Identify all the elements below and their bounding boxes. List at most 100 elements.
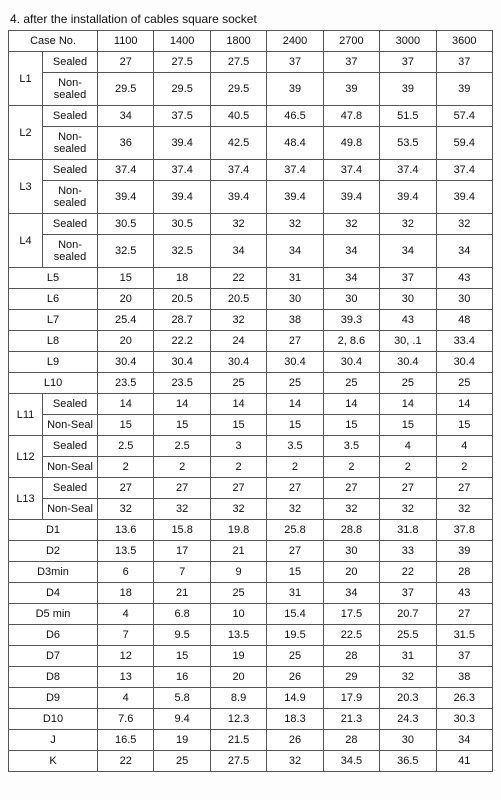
table-cell: 37 — [380, 583, 436, 604]
table-cell: 30, .1 — [380, 331, 436, 352]
table-cell: 30 — [267, 289, 323, 310]
row-label: K — [9, 751, 98, 772]
row-label: J — [9, 730, 98, 751]
table-cell: 31 — [267, 583, 323, 604]
table-row: L12Sealed2.52.533.53.544 — [9, 436, 493, 457]
table-cell: 39.4 — [267, 181, 323, 214]
table-cell: 27 — [380, 478, 436, 499]
table-cell: 4 — [436, 436, 492, 457]
table-cell: 7.6 — [98, 709, 154, 730]
table-cell: 30.4 — [154, 352, 210, 373]
row-label: D5 min — [9, 604, 98, 625]
table-cell: 2 — [154, 457, 210, 478]
table-cell: 25.5 — [380, 625, 436, 646]
table-cell: 29.5 — [154, 73, 210, 106]
table-cell: 27 — [267, 331, 323, 352]
table-cell: 30.4 — [98, 352, 154, 373]
table-cell: 32 — [323, 214, 379, 235]
table-row: L3Sealed37.437.437.437.437.437.437.4 — [9, 160, 493, 181]
table-row: L13Sealed27272727272727 — [9, 478, 493, 499]
table-cell: 34 — [323, 268, 379, 289]
table-cell: 27 — [323, 478, 379, 499]
table-row: Non-sealed29.529.529.539393939 — [9, 73, 493, 106]
table-cell: 31 — [380, 646, 436, 667]
table-cell: 30 — [436, 289, 492, 310]
table-cell: 14 — [436, 394, 492, 415]
table-cell: 2 — [267, 457, 323, 478]
row-label: L10 — [9, 373, 98, 394]
table-cell: 2 — [98, 457, 154, 478]
table-cell: 15.4 — [267, 604, 323, 625]
table-cell: 32 — [436, 214, 492, 235]
table-cell: 34 — [380, 235, 436, 268]
row-label: L1 — [9, 52, 43, 106]
table-cell: 30.4 — [267, 352, 323, 373]
row-label: L4 — [9, 214, 43, 268]
table-row: L62020.520.530303030 — [9, 289, 493, 310]
table-cell: 30.5 — [98, 214, 154, 235]
table-cell: 20 — [98, 331, 154, 352]
table-cell: 37.5 — [154, 106, 210, 127]
table-cell: 19 — [154, 730, 210, 751]
table-cell: 30.3 — [436, 709, 492, 730]
table-cell: 21 — [154, 583, 210, 604]
table-cell: 19 — [210, 646, 266, 667]
header-col: 1100 — [98, 31, 154, 52]
table-cell: 2.5 — [98, 436, 154, 457]
table-cell: 10 — [210, 604, 266, 625]
table-row: Non-sealed3639.442.548.449.853.559.4 — [9, 127, 493, 160]
table-cell: 2 — [323, 457, 379, 478]
table-cell: 12 — [98, 646, 154, 667]
table-cell: 27.5 — [154, 52, 210, 73]
table-cell: 32 — [267, 214, 323, 235]
table-cell: 41 — [436, 751, 492, 772]
table-row: K222527.53234.536.541 — [9, 751, 493, 772]
row-sublabel: Non-Seal — [43, 415, 98, 436]
table-cell: 37 — [436, 646, 492, 667]
table-cell: 32 — [210, 499, 266, 520]
header-col: 1800 — [210, 31, 266, 52]
table-cell: 20.5 — [210, 289, 266, 310]
table-cell: 49.8 — [323, 127, 379, 160]
table-cell: 31.8 — [380, 520, 436, 541]
table-cell: 32 — [267, 751, 323, 772]
table-cell: 36 — [98, 127, 154, 160]
row-sublabel: Non-Seal — [43, 457, 98, 478]
table-cell: 4 — [98, 604, 154, 625]
table-row: D945.88.914.917.920.326.3 — [9, 688, 493, 709]
table-cell: 53.5 — [380, 127, 436, 160]
table-cell: 27 — [436, 478, 492, 499]
table-cell: 37.4 — [98, 160, 154, 181]
table-cell: 20.3 — [380, 688, 436, 709]
table-cell: 6.8 — [154, 604, 210, 625]
table-cell: 32 — [267, 499, 323, 520]
header-col: 2400 — [267, 31, 323, 52]
table-cell: 22.5 — [323, 625, 379, 646]
table-cell: 13.5 — [210, 625, 266, 646]
table-cell: 37.4 — [436, 160, 492, 181]
table-cell: 38 — [267, 310, 323, 331]
table-cell: 14 — [380, 394, 436, 415]
header-col: 3600 — [436, 31, 492, 52]
table-cell: 15 — [380, 415, 436, 436]
table-cell: 2 — [210, 457, 266, 478]
section-title: 4. after the installation of cables squa… — [10, 12, 493, 26]
table-cell: 30.4 — [436, 352, 492, 373]
row-label: D9 — [9, 688, 98, 709]
table-cell: 33 — [380, 541, 436, 562]
table-cell: 28 — [323, 730, 379, 751]
table-cell: 16.5 — [98, 730, 154, 751]
header-col: 2700 — [323, 31, 379, 52]
row-sublabel: Non-Seal — [43, 499, 98, 520]
table-cell: 30 — [323, 289, 379, 310]
table-row: D418212531343743 — [9, 583, 493, 604]
table-cell: 37.4 — [210, 160, 266, 181]
table-cell: 30 — [380, 730, 436, 751]
table-cell: 14 — [267, 394, 323, 415]
table-cell: 32 — [210, 310, 266, 331]
table-row: Non-sealed39.439.439.439.439.439.439.4 — [9, 181, 493, 214]
table-cell: 17.9 — [323, 688, 379, 709]
table-cell: 15 — [98, 268, 154, 289]
table-cell: 33.4 — [436, 331, 492, 352]
table-cell: 7 — [98, 625, 154, 646]
